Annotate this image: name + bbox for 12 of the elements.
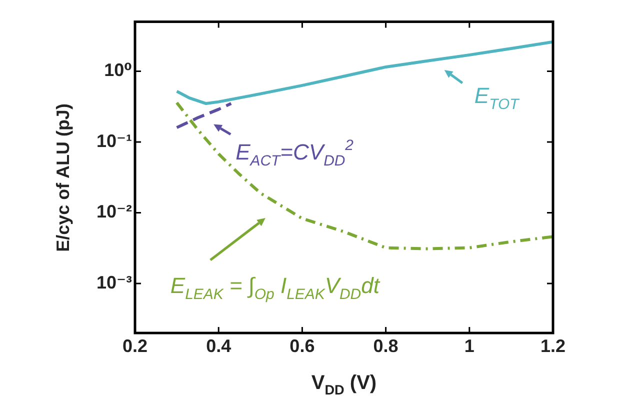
x-tick-label: 0.6 bbox=[290, 336, 315, 356]
x-tick-label: 0.4 bbox=[206, 336, 232, 356]
y-tick-label: 10⁻¹ bbox=[96, 130, 132, 151]
y-tick-label: 10⁻³ bbox=[96, 272, 132, 293]
x-tick-label: 1.2 bbox=[540, 336, 566, 356]
x-tick-label: 0.2 bbox=[122, 336, 148, 356]
y-tick-label: 10⁰ bbox=[104, 60, 132, 80]
y-tick-label: 10⁻² bbox=[96, 202, 132, 222]
x-tick-label: 1 bbox=[464, 336, 474, 356]
x-tick-label: 0.8 bbox=[373, 336, 398, 356]
y-axis-title: E/cyc of ALU (pJ) bbox=[53, 104, 73, 252]
line-series bbox=[175, 102, 233, 130]
